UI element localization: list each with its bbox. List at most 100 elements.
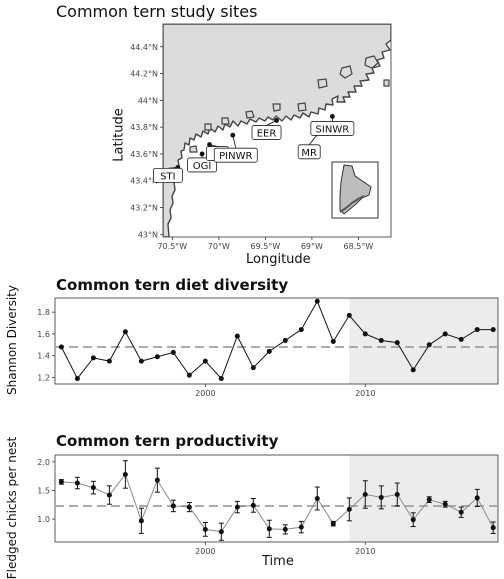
map-y-tick-label: 44.4°N [130, 43, 158, 52]
y-tick-label: 1.6 [37, 330, 50, 339]
x-tick-label: 2000 [195, 389, 215, 398]
site-label: MR [301, 148, 317, 159]
diet-panel: 1.2 1.4 1.6 1.8 2000 2010 [37, 297, 499, 398]
data-point [410, 517, 416, 523]
site-label-box [297, 144, 321, 160]
series-line [60, 300, 494, 380]
data-point [314, 298, 320, 304]
map-ticks: 70.5°W 70°W 69.5°W 69°W 68.5°W 43°N 43.2°N 43.4… [130, 43, 373, 251]
data-point [426, 342, 432, 348]
data-point [410, 367, 416, 373]
x-tick-label: 2010 [355, 547, 375, 556]
x-tick-label: 2000 [195, 547, 215, 556]
island [189, 145, 198, 153]
data-point [378, 337, 384, 343]
data-point [474, 495, 480, 501]
inset-state-outline [339, 164, 372, 215]
site-point [329, 114, 335, 119]
data-point [138, 358, 144, 364]
map-title: Common tern study sites [56, 2, 258, 21]
data-point [218, 529, 224, 535]
map-y-tick-label: 43.4°N [130, 177, 158, 186]
data-point [458, 509, 464, 515]
diet-axes: 1.2 1.4 1.6 1.8 2000 2010 [37, 308, 375, 398]
diet-series [58, 298, 496, 382]
data-point [122, 471, 128, 477]
data-point [250, 365, 256, 371]
data-point [218, 376, 224, 382]
island [339, 65, 353, 79]
data-point [346, 312, 352, 318]
data-point [458, 336, 464, 342]
map-x-tick-label: 70.5°W [157, 242, 187, 251]
data-point [282, 337, 288, 343]
data-point [106, 492, 112, 498]
island [364, 55, 379, 69]
data-point [90, 355, 96, 361]
island [204, 123, 212, 131]
data-point [250, 502, 256, 508]
map-y-tick-label: 43°N [138, 230, 158, 239]
y-tick-label: 1.4 [37, 352, 50, 361]
island [297, 102, 307, 112]
data-point [394, 340, 400, 346]
site-point [230, 132, 236, 138]
data-point [234, 504, 240, 510]
island [272, 103, 281, 112]
site-label-box [251, 125, 282, 140]
data-point [442, 331, 448, 337]
data-point [170, 349, 176, 355]
data-point [490, 525, 496, 531]
data-point [202, 358, 208, 364]
productivity-x-axis-label: Time [262, 554, 294, 569]
x-tick-label: 2010 [355, 389, 375, 398]
productivity-panel: 1.0 1.5 2.0 2000 2010 [37, 454, 499, 556]
map-x-tick-label: 69.5°W [251, 242, 281, 251]
map-x-tick-label: 68.5°W [344, 242, 374, 251]
island [221, 117, 230, 125]
data-point [138, 518, 144, 524]
data-point [426, 497, 432, 503]
map-x-tick-label: 70°W [208, 242, 230, 251]
data-point [474, 327, 480, 333]
data-point [122, 329, 128, 335]
land-mass [163, 24, 391, 237]
island [245, 110, 255, 119]
data-point [362, 331, 368, 337]
site-label-box [310, 121, 355, 136]
y-tick-label: 1.0 [37, 515, 50, 524]
series-line [61, 473, 494, 533]
data-point [266, 348, 272, 354]
y-tick-label: 2.0 [37, 458, 50, 467]
map-y-tick-label: 43.2°N [130, 204, 158, 213]
map-y-tick-label: 43.8°N [130, 123, 158, 132]
site-label-box [152, 167, 183, 183]
data-point [442, 501, 448, 507]
y-tick-label: 1.5 [37, 486, 50, 495]
site-point [199, 151, 205, 157]
diet-recent-period-shading [349, 298, 498, 384]
inset-map [331, 161, 379, 219]
data-point [58, 344, 64, 350]
island [317, 78, 328, 89]
data-point [362, 491, 368, 497]
site-point [207, 142, 212, 147]
data-point [330, 521, 336, 527]
data-point [282, 526, 288, 532]
productivity-recent-period-shading [349, 455, 498, 542]
data-point [490, 327, 496, 333]
data-point [154, 477, 160, 483]
site-label-box [187, 157, 217, 173]
y-tick-label: 1.2 [37, 373, 50, 382]
map-x-axis-label: Longitude [246, 252, 311, 267]
data-point [378, 494, 384, 500]
data-point [346, 506, 352, 512]
map-y-tick-label: 43.6°N [130, 150, 158, 159]
data-point [154, 354, 160, 360]
site-label: EER [257, 128, 277, 139]
site-label: OGI [193, 161, 212, 172]
map-x-tick-label: 69°W [301, 242, 323, 251]
data-point [74, 376, 80, 382]
site-label-box [213, 147, 258, 163]
